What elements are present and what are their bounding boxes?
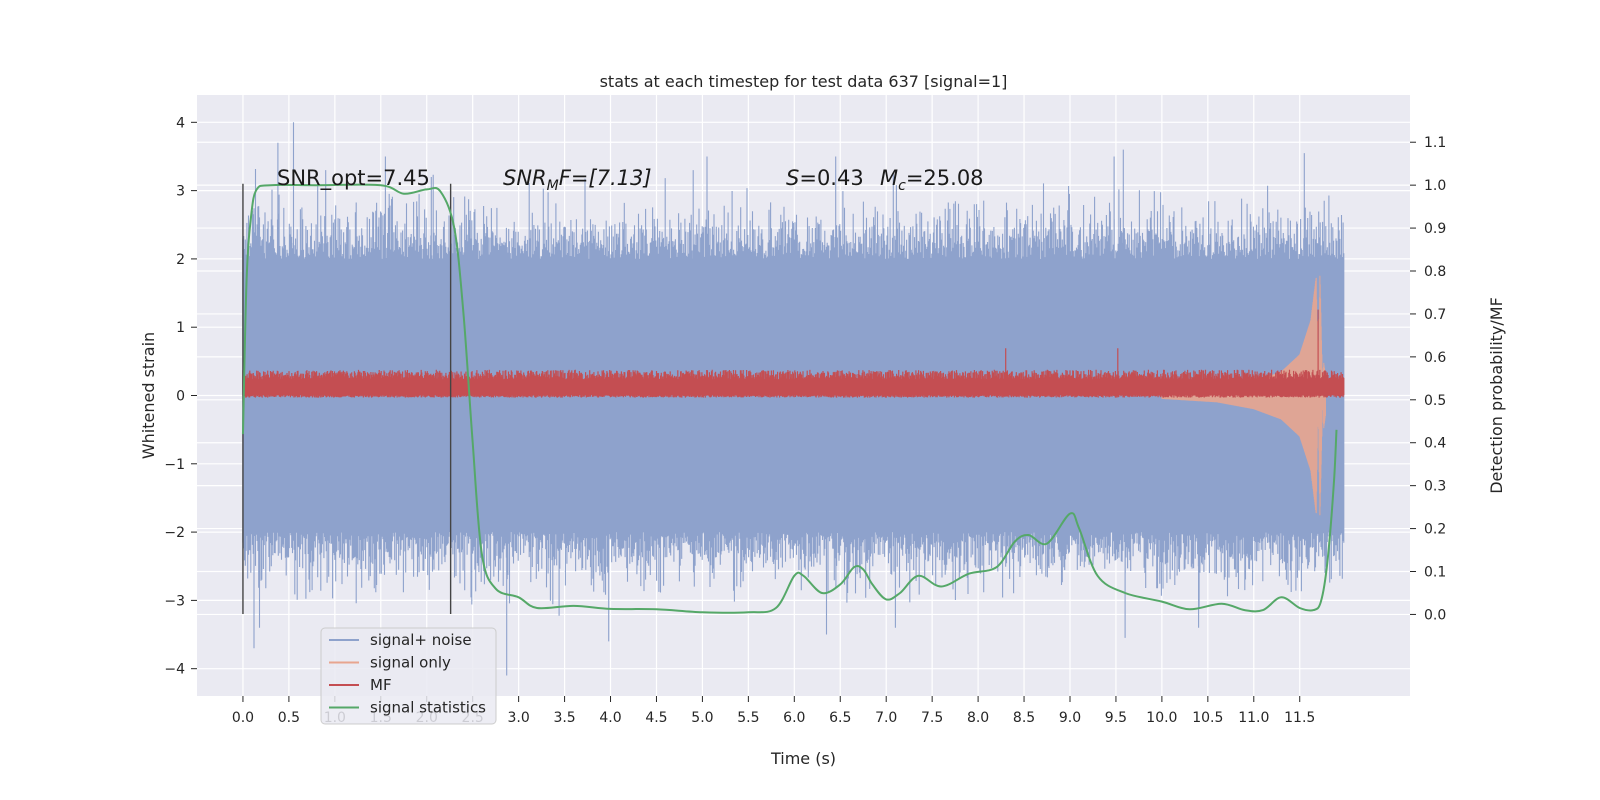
legend: signal+ noise signal only MF signal statist… (320, 627, 497, 725)
x-axis-label: Time (s) (770, 749, 836, 768)
x-tick-label: 0.0 (232, 710, 254, 726)
x-tick-label: 5.5 (737, 710, 759, 726)
legend-label: signal statistics (370, 699, 486, 717)
signal-statistics-line (241, 183, 1338, 614)
annotation-snr-mf-sub: M (547, 178, 559, 194)
y-axis-label-left: Whitened strain (139, 332, 158, 459)
y-left-tick-label: −4 (164, 662, 185, 678)
chart-title: stats at each timestep for test data 637… (600, 72, 1008, 91)
annotation-snr-opt: SNR_opt=7.45 (277, 166, 430, 191)
y-left-tick-label: −3 (164, 593, 185, 609)
annotation-snr-mf: SNRMF=[7.13] (503, 166, 652, 194)
y-left-tick-label: 0 (176, 389, 185, 405)
y-right-tick-label: 0.8 (1424, 264, 1446, 280)
y-right-tick-label: 1.1 (1424, 135, 1446, 151)
x-tick-label: 4.0 (599, 710, 621, 726)
x-tick-label: 7.5 (921, 710, 943, 726)
y-right-tick-label: 0.9 (1424, 221, 1446, 237)
x-tick-label: 3.5 (553, 710, 575, 726)
x-tick-label: 10.5 (1192, 710, 1223, 726)
x-tick-label: 10.0 (1146, 710, 1177, 726)
annotation-mc-sub: c (898, 178, 906, 194)
y-right-tick-label: 0.3 (1424, 479, 1446, 495)
x-tick-label: 5.0 (691, 710, 713, 726)
y-left-tick-label: 1 (176, 320, 185, 336)
axis-ticks: 0.00.51.01.52.02.53.03.54.04.55.05.56.06… (164, 115, 1446, 726)
annotation-mc: Mc=25.08 (880, 166, 984, 194)
x-tick-label: 9.0 (1059, 710, 1081, 726)
x-tick-label: 9.5 (1105, 710, 1127, 726)
annotation-s: S=0.43 (786, 166, 864, 190)
y-right-tick-label: 0.7 (1424, 307, 1446, 323)
y-left-tick-label: −1 (164, 457, 185, 473)
y-right-tick-label: 0.1 (1424, 565, 1446, 581)
y-axis-label-right: Detection probability/MF (1487, 297, 1506, 494)
y-left-tick-label: 2 (176, 252, 185, 268)
x-tick-label: 11.0 (1238, 710, 1269, 726)
annotation-mc-var: M (880, 166, 898, 190)
x-tick-label: 6.5 (829, 710, 851, 726)
x-tick-label: 8.0 (967, 710, 989, 726)
y-right-tick-label: 0.4 (1424, 436, 1446, 452)
y-right-tick-label: 0.0 (1424, 607, 1446, 623)
annotation-snr-mf-base: SNR (503, 166, 547, 190)
x-tick-label: 6.0 (783, 710, 805, 726)
x-tick-label: 8.5 (1013, 710, 1035, 726)
x-tick-label: 11.5 (1284, 710, 1315, 726)
annotations: SNR_opt=7.45 SNRMF=[7.13] S=0.43 Mc=25.0… (277, 166, 984, 194)
x-tick-label: 7.0 (875, 710, 897, 726)
y-left-tick-label: −2 (164, 525, 185, 541)
legend-label: MF (370, 676, 392, 694)
legend-label: signal only (370, 654, 451, 672)
y-right-tick-label: 0.5 (1424, 393, 1446, 409)
series-signal-statistics (241, 183, 1338, 614)
y-right-tick-label: 0.6 (1424, 350, 1446, 366)
annotation-snr-mf-rest-f: F=[7.13] (559, 166, 652, 190)
x-tick-label: 0.5 (278, 710, 300, 726)
y-left-tick-label: 4 (176, 115, 185, 131)
annotation-mc-val: =25.08 (906, 166, 984, 190)
x-tick-label: 4.5 (645, 710, 667, 726)
legend-label: signal+ noise (370, 631, 472, 649)
x-tick-label: 3.0 (507, 710, 529, 726)
annotation-s-val: =0.43 (799, 166, 863, 190)
y-left-tick-label: 3 (176, 184, 185, 200)
annotation-s-var: S (786, 166, 799, 190)
y-right-tick-label: 1.0 (1424, 178, 1446, 194)
legend-box (320, 627, 497, 725)
y-right-tick-label: 0.2 (1424, 522, 1446, 538)
